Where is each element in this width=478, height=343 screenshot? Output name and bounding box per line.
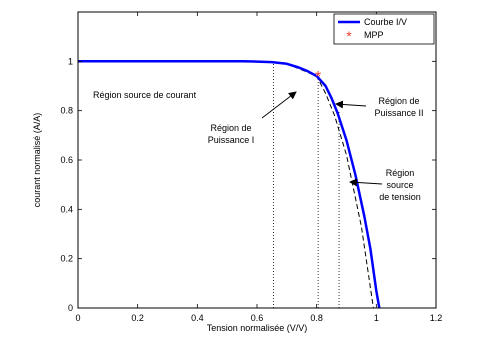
y-tick-label: 0 <box>68 303 73 313</box>
annotation-arrow <box>349 178 383 187</box>
x-tick-label: 0.6 <box>251 313 264 323</box>
y-tick-label: 0.2 <box>60 254 73 264</box>
series-layer <box>77 60 381 309</box>
y-tick-label: 0.8 <box>60 106 73 116</box>
y-tick-label: 0.4 <box>60 204 73 214</box>
annotation-text: Région source de tension <box>379 168 421 202</box>
mpp-layer: * <box>315 69 321 86</box>
annotation-arrow <box>261 91 297 119</box>
x-tick-label: 0.2 <box>131 313 144 323</box>
legend-label-mpp: MPP <box>364 30 384 40</box>
legend-swatch-mpp: * <box>346 28 352 44</box>
annotation-arrow <box>335 100 367 109</box>
legend: Courbe I/V * MPP <box>333 13 435 45</box>
x-axis-label: Tension normalisée (V/V) <box>207 323 308 333</box>
y-axis-label: courant normalisé (A/A) <box>32 113 42 208</box>
plot-area <box>78 12 436 308</box>
x-tick-label: 1.2 <box>430 313 443 323</box>
annotation-text: Région source de courant <box>93 90 197 100</box>
mpp-marker: * <box>315 69 321 86</box>
x-tick-label: 1 <box>374 313 379 323</box>
legend-label-iv: Courbe I/V <box>364 17 407 27</box>
x-tick-label: 0 <box>75 313 80 323</box>
x-tick-label: 0.8 <box>310 313 323 323</box>
annotation-text: Région de Puissance I <box>208 123 255 145</box>
y-tick-label: 1 <box>68 56 73 66</box>
vertical-guides <box>273 61 340 308</box>
iv-curve-line <box>78 60 381 309</box>
annotations: Région source de courant Région de Puissan… <box>93 90 424 202</box>
y-tick-label: 0.6 <box>60 155 73 165</box>
axis-ticks: 0 0.2 0.4 0.6 0.8 1 1.2 0 0.2 0.4 0.6 0.8 1 <box>60 12 442 323</box>
legend-box <box>333 13 435 45</box>
x-tick-label: 0.4 <box>191 313 204 323</box>
annotation-text: Région de Puissance II <box>374 96 423 118</box>
